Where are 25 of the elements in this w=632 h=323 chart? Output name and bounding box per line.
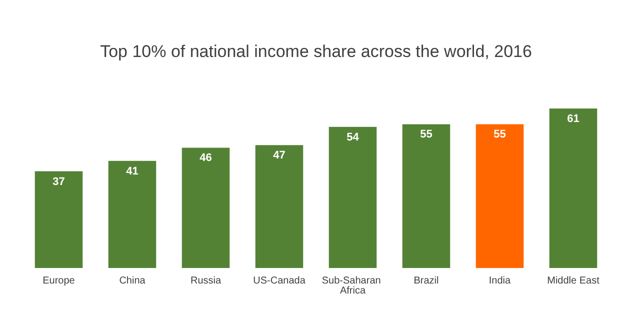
x-tick-label: China [119, 276, 146, 286]
bar [34, 171, 83, 268]
data-label: 47 [273, 150, 286, 162]
bar [255, 145, 304, 268]
x-tick-label: Russia [190, 276, 222, 286]
bar [402, 124, 450, 268]
data-label: 54 [346, 131, 360, 144]
bar [182, 148, 230, 268]
bar [476, 124, 524, 268]
x-tick-label: Middle East [547, 276, 600, 286]
x-tick-label: Sub-Saharan Africa [322, 276, 384, 296]
data-label: 46 [200, 152, 212, 164]
x-tick-label: Europe [42, 276, 76, 286]
data-label: 55 [494, 128, 506, 141]
data-label: 41 [126, 165, 138, 178]
bar [549, 108, 598, 268]
data-label: 55 [420, 128, 432, 141]
data-label: 61 [567, 113, 580, 126]
x-tick-label: Brazil [414, 276, 439, 286]
bar [108, 160, 156, 268]
chart-title: Top 10% of national income share across the world, 2016 [100, 42, 532, 61]
x-tick-label: India [488, 276, 512, 286]
bar [328, 126, 377, 268]
x-tick-label: US-Canada [253, 276, 306, 286]
data-label: 37 [52, 176, 65, 188]
